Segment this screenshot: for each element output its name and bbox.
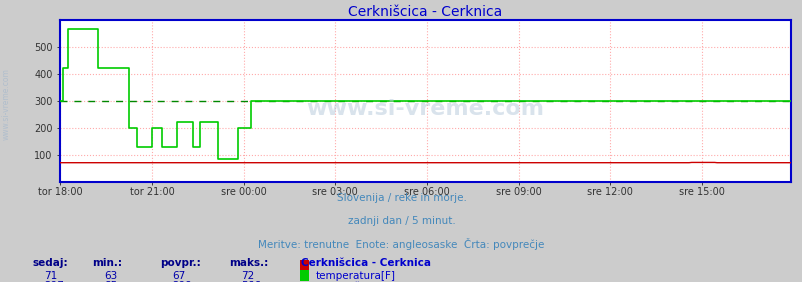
Text: 71: 71 [44,271,58,281]
Text: Cerknišcica - Cerknica: Cerknišcica - Cerknica [301,258,431,268]
Text: maks.:: maks.: [229,258,268,268]
Text: 67: 67 [172,271,186,281]
Text: 566: 566 [241,281,261,282]
Text: Slovenija / reke in morje.: Slovenija / reke in morje. [336,193,466,203]
Title: Cerknišcica - Cerknica: Cerknišcica - Cerknica [348,5,502,19]
Text: temperatura[F]: temperatura[F] [315,271,395,281]
Text: min.:: min.: [92,258,122,268]
Text: sedaj:: sedaj: [32,258,67,268]
Text: www.si-vreme.com: www.si-vreme.com [2,69,11,140]
Text: 85: 85 [104,281,118,282]
Text: 72: 72 [241,271,254,281]
Text: 297: 297 [44,281,64,282]
Text: povpr.:: povpr.: [160,258,201,268]
Text: pretok[čevelj3/min]: pretok[čevelj3/min] [315,281,418,282]
Text: 299: 299 [172,281,192,282]
Text: zadnji dan / 5 minut.: zadnji dan / 5 minut. [347,216,455,226]
Text: www.si-vreme.com: www.si-vreme.com [306,99,544,119]
Text: Meritve: trenutne  Enote: angleosaske  Črta: povprečje: Meritve: trenutne Enote: angleosaske Črt… [258,238,544,250]
Text: 63: 63 [104,271,118,281]
